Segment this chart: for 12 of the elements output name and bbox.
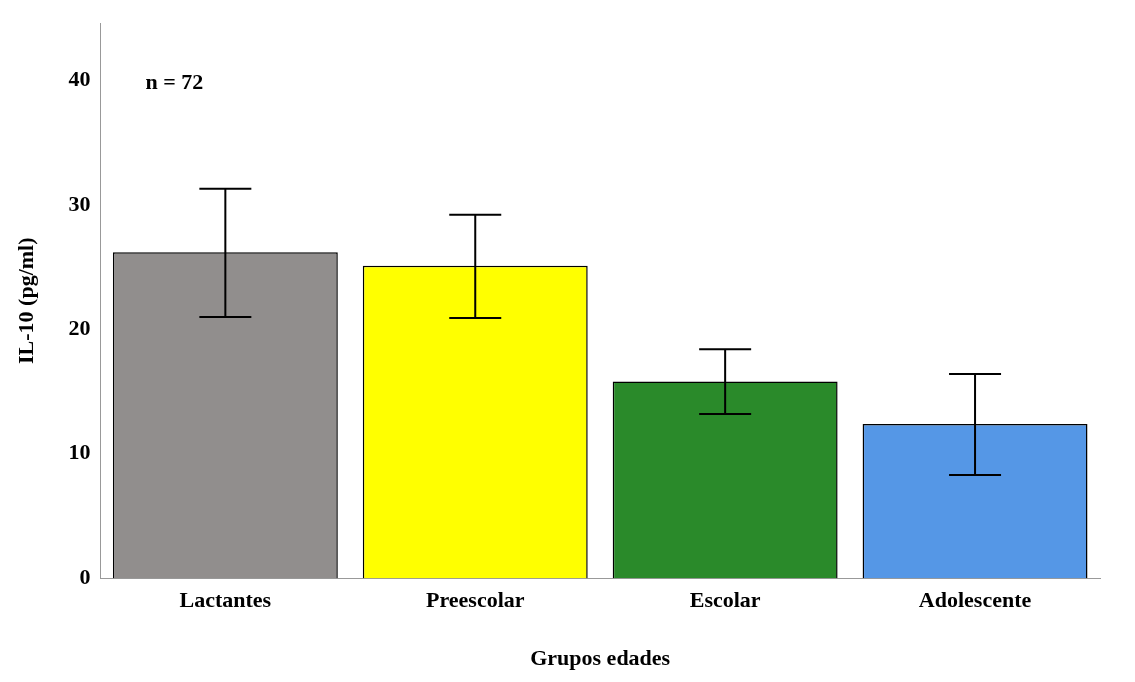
y-tick-label: 10 [68, 439, 91, 465]
x-tick-label: Lactantes [179, 587, 272, 613]
y-axis-title: IL-10 (pg/ml) [12, 237, 38, 364]
y-tick-label: 20 [68, 315, 91, 341]
x-tick-label: Escolar [689, 587, 761, 613]
y-tick-label: 40 [68, 66, 91, 92]
annotation: n = 72 [145, 68, 204, 94]
x-tick-label: Preescolar [425, 587, 525, 613]
y-tick-label: 0 [79, 563, 91, 589]
x-tick-label: Adolescente [918, 587, 1032, 613]
y-tick-label: 30 [68, 190, 91, 216]
x-axis-title: Grupos edades [530, 645, 671, 671]
